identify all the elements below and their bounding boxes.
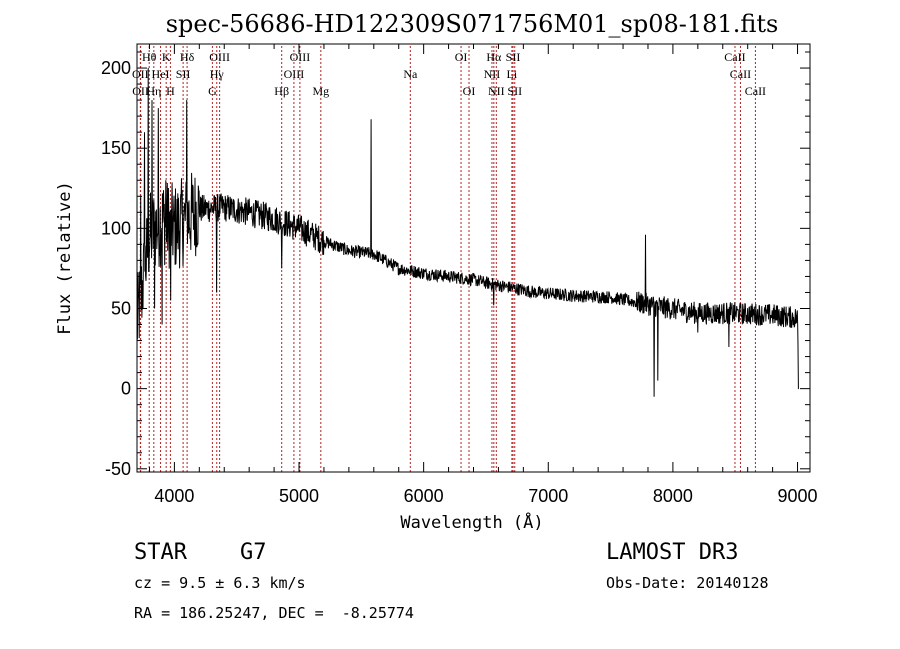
axis-ticks: 4000 5000 6000 7000 8000 9000 -50 0 50 100 150 200 xyxy=(101,44,818,506)
line-label: Hγ xyxy=(210,67,225,81)
y-tick-label: 50 xyxy=(111,298,131,318)
line-label: SII xyxy=(176,67,191,81)
obs-date: Obs-Date: 20140128 xyxy=(606,574,769,592)
x-tick-label: 5000 xyxy=(279,486,319,506)
line-label: Hβ xyxy=(274,84,289,98)
object-subclass: G7 xyxy=(240,540,267,565)
x-tick-label: 4000 xyxy=(154,486,194,506)
line-label: Hη xyxy=(146,84,161,98)
line-label: Hδ xyxy=(180,50,195,64)
line-label: CaII xyxy=(730,67,751,81)
ra-dec: RA = 186.25247, DEC = -8.25774 xyxy=(134,604,414,622)
line-label: SII xyxy=(506,50,521,64)
line-label: OI xyxy=(463,84,476,98)
y-tick-label: 150 xyxy=(101,138,131,158)
line-label: OII xyxy=(132,84,149,98)
y-tick-label: 100 xyxy=(101,218,131,238)
line-label: NII xyxy=(488,84,505,98)
line-label: H xyxy=(166,84,175,98)
line-label: Mg xyxy=(312,84,329,98)
line-label: SII xyxy=(507,84,522,98)
line-label: Hα xyxy=(486,50,502,64)
line-labels: Hθ K Hδ OIII OIII OI Hα SII CaII OII HeI SII Hγ OIII N… xyxy=(132,50,766,98)
line-label: G xyxy=(208,84,217,98)
line-label: OIII xyxy=(290,50,311,64)
x-tick-label: 9000 xyxy=(778,486,818,506)
x-axis-label: Wavelength (Å) xyxy=(400,511,543,533)
survey-name: LAMOST DR3 xyxy=(606,540,739,565)
line-label: Li xyxy=(507,67,518,81)
plot-frame xyxy=(136,43,811,473)
line-markers xyxy=(139,46,756,472)
line-label: CaII xyxy=(745,84,766,98)
line-label: OIII xyxy=(209,50,230,64)
line-label: Hθ xyxy=(142,50,157,64)
line-label: K xyxy=(162,50,171,64)
object-class: STAR xyxy=(134,540,187,565)
line-label: OIII xyxy=(284,67,305,81)
line-label: CaII xyxy=(724,50,745,64)
x-tick-label: 8000 xyxy=(653,486,693,506)
spectrum-line xyxy=(136,67,799,397)
x-tick-label: 7000 xyxy=(528,486,568,506)
x-tick-label: 6000 xyxy=(404,486,444,506)
line-label: HeI xyxy=(152,67,170,81)
chart-title: spec-56686-HD122309S071756M01_sp08-181.f… xyxy=(166,10,779,38)
y-tick-label: 200 xyxy=(101,58,131,78)
line-label: Na xyxy=(403,67,418,81)
y-tick-label: 0 xyxy=(121,379,131,399)
redshift-info: cz = 9.5 ± 6.3 km/s xyxy=(134,574,306,592)
y-tick-label: -50 xyxy=(105,459,131,479)
y-axis-label: Flux (relative) xyxy=(55,181,75,335)
line-label: OI xyxy=(455,50,468,64)
line-label: NII xyxy=(484,67,501,81)
line-label: OII xyxy=(132,67,149,81)
